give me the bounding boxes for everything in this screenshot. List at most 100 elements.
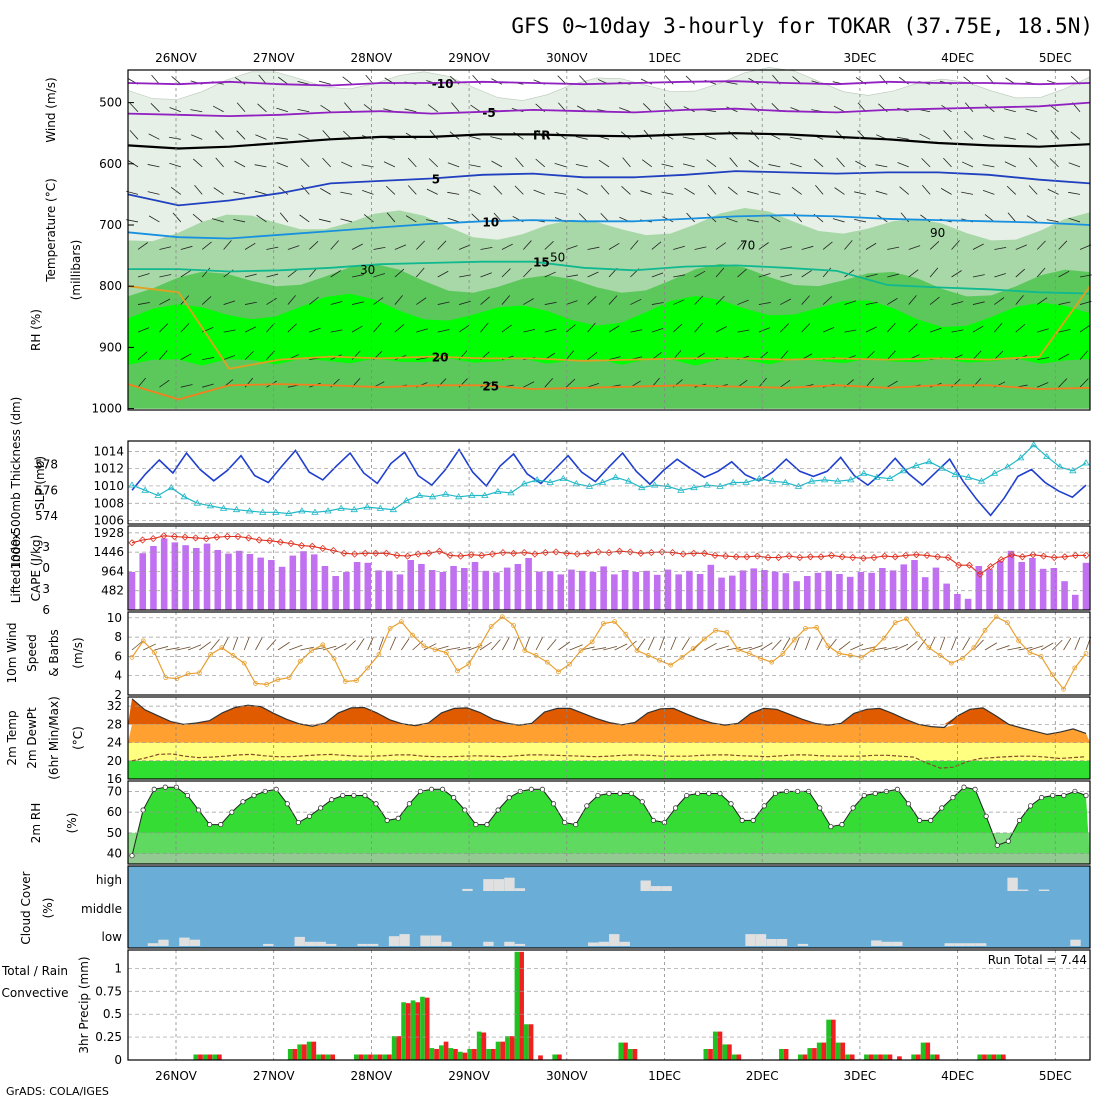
cape-bar [600, 566, 607, 610]
wind-speed-point [342, 679, 348, 684]
temperature-contour-label: FR [533, 128, 550, 142]
wind-barb [426, 188, 438, 195]
wind-barb [715, 326, 727, 333]
cape-bar [578, 570, 586, 610]
wind-barb [566, 274, 579, 278]
wind-barb [159, 298, 171, 305]
wind-barb [515, 157, 524, 168]
lifted-index-point [1018, 553, 1026, 561]
rh-point [1005, 838, 1011, 844]
y-axis-label: (millibars) [69, 240, 83, 301]
date-label-top: 29NOV [448, 51, 490, 65]
precip-convective-bar [623, 1042, 628, 1060]
thickness-point [951, 470, 960, 478]
precip-convective-bar [481, 1032, 487, 1060]
wind-barb [1068, 162, 1081, 168]
wind-barb [322, 130, 331, 140]
wind-speed-point [600, 621, 606, 626]
cape-bar [182, 545, 189, 610]
rh-point [528, 786, 534, 792]
wind-barb [148, 133, 160, 140]
wind-barb [651, 328, 664, 333]
wind-barb [982, 164, 995, 168]
cloud-bar [609, 934, 620, 946]
wind-barb [469, 189, 481, 195]
wind-barb [1006, 185, 1017, 195]
precip-tick-label: 0.75 [95, 984, 122, 998]
cape-bar [428, 570, 436, 610]
thickness-point [873, 473, 881, 480]
wind-barb [1037, 328, 1049, 333]
precip-convective-bar [887, 1054, 893, 1060]
lifted-index-point [987, 563, 995, 571]
wind-axis-label: Speed [25, 634, 39, 672]
wind-speed-point [679, 654, 685, 660]
wind-barb [1003, 136, 1016, 140]
wind-barb [150, 103, 160, 113]
precip-total-bar [920, 1042, 926, 1060]
precip-convective-bar [434, 1049, 439, 1060]
thickness-point [781, 478, 790, 485]
wind-barb [592, 647, 607, 651]
rh-point [606, 790, 612, 797]
precip-convective-bar [830, 1019, 836, 1060]
cape-bar [214, 550, 222, 610]
rh-point [306, 813, 313, 819]
run-total-label: Run Total = 7.44 [988, 953, 1087, 967]
cape-bar [321, 566, 329, 610]
cloud-bar [766, 939, 777, 946]
wind-barb [223, 240, 232, 250]
wind-speed-point [174, 676, 180, 681]
precip-total-bar [816, 1042, 822, 1060]
wind-barb [277, 76, 289, 85]
precip-total-bar [911, 1054, 916, 1060]
wind-barb [625, 640, 637, 651]
wind-barb [672, 323, 683, 333]
wind-barb [758, 242, 769, 250]
wind-speed-point [1027, 650, 1033, 655]
lifted-index-point [573, 550, 581, 558]
cape-bar [1082, 562, 1090, 610]
wind-barb [1004, 108, 1016, 113]
temperature-contour [127, 101, 1091, 118]
lifted-index-point [849, 553, 857, 562]
precip-convective-bar [377, 1054, 383, 1060]
wind-barb [446, 647, 461, 651]
wind-barb [908, 295, 917, 305]
wind-barb [587, 351, 598, 360]
lifted-index-point [912, 551, 920, 559]
cape-bar [160, 538, 168, 610]
wind-barb [758, 302, 771, 305]
wind-barb [729, 157, 738, 168]
cloud-bar [326, 943, 337, 946]
wind-barb [961, 161, 974, 168]
lifted-index-point [467, 551, 475, 559]
slp-tick-label: 1008 [93, 496, 124, 510]
rh-tick-label: 60 [107, 805, 122, 819]
wind-barb [298, 133, 310, 140]
wind-barb [1015, 268, 1026, 278]
lifted-index-point [266, 537, 274, 545]
thickness-point [128, 481, 136, 488]
lifted-index-point [647, 549, 655, 557]
lifted-index-point [605, 549, 613, 557]
cape-bar [900, 564, 908, 610]
wind-barb [906, 641, 918, 651]
precip-total-bar [835, 1042, 841, 1060]
thickness-point [977, 477, 986, 484]
cloud-bar [640, 880, 651, 891]
thickness-point [245, 507, 254, 514]
panel-frame-precip [127, 949, 1091, 1061]
temperature-contour [128, 260, 1091, 295]
cape-bar [461, 568, 468, 610]
wind-barb [171, 76, 182, 85]
rh-point [273, 786, 279, 792]
wind-barb [737, 299, 749, 305]
wind-barb [984, 642, 998, 651]
cloud-bar [881, 941, 892, 946]
wind-speed-point [859, 654, 864, 660]
lifted-index-point [616, 547, 624, 555]
wind-speed-point [803, 626, 808, 631]
temperature-contour-label: 20 [432, 351, 449, 365]
wind-barb [131, 640, 143, 651]
